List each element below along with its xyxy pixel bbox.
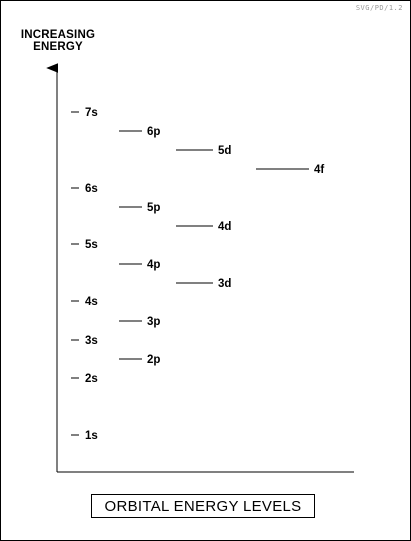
axis-label-line-2: ENERGY xyxy=(33,41,83,53)
watermark-text: SVG/PD/1.2 xyxy=(356,4,403,12)
energy-level-label-4d: 4d xyxy=(218,221,231,233)
energy-level-label-1s: 1s xyxy=(85,430,98,442)
energy-level-label-3s: 3s xyxy=(85,335,98,347)
energy-level-label-6s: 6s xyxy=(85,183,98,195)
energy-level-label-3d: 3d xyxy=(218,278,231,290)
energy-level-label-4s: 4s xyxy=(85,296,98,308)
energy-level-label-5p: 5p xyxy=(147,202,160,214)
energy-level-label-4p: 4p xyxy=(147,259,160,271)
energy-level-label-6p: 6p xyxy=(147,126,160,138)
energy-level-label-2p: 2p xyxy=(147,354,160,366)
energy-level-label-2s: 2s xyxy=(85,373,98,385)
energy-level-label-4f: 4f xyxy=(314,164,324,176)
energy-level-label-7s: 7s xyxy=(85,107,98,119)
diagram-title: ORBITAL ENERGY LEVELS xyxy=(91,494,315,518)
energy-level-label-3p: 3p xyxy=(147,316,160,328)
energy-level-label-5d: 5d xyxy=(218,145,231,157)
energy-level-label-5s: 5s xyxy=(85,239,98,251)
energy-level-group: 1s 2s 2p 3s 3p 4s 3d 4p 5s 4d 5p 6s 4f 5d 6p 7s xyxy=(71,107,324,442)
axis-label-line-1: INCREASING xyxy=(21,29,95,41)
